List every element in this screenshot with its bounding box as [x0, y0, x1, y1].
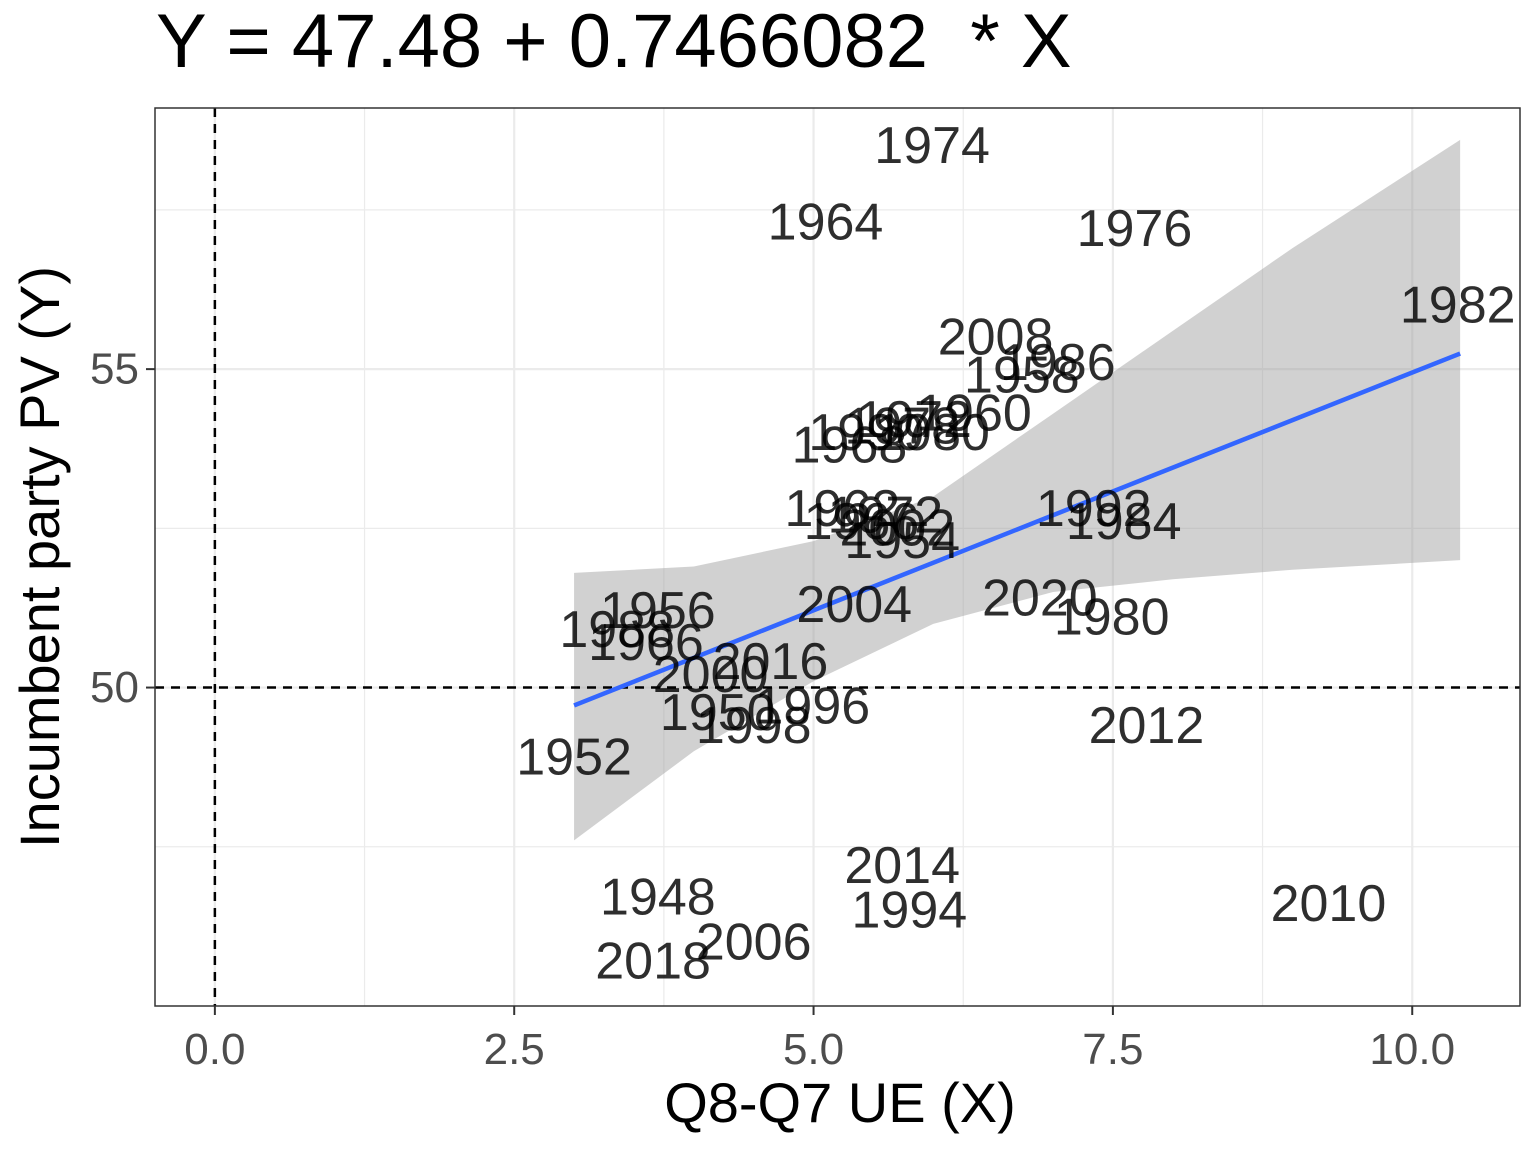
point-label: 2010	[1271, 875, 1387, 933]
point-label: 1978	[844, 397, 960, 455]
point-label: 1988	[559, 601, 675, 659]
x-tick-label: 2.5	[484, 1025, 545, 1074]
point-label: 1966	[804, 493, 920, 551]
point-label: 1968	[792, 417, 908, 475]
grid	[155, 108, 1520, 1006]
point-label: 1994	[851, 881, 967, 939]
point-label: 1972	[856, 391, 972, 449]
point-label: 1962	[784, 480, 900, 538]
point-label: 1950	[660, 684, 776, 742]
fit-line-group	[573, 351, 1461, 708]
point-label: 1982	[1400, 276, 1516, 334]
point-label: 1948	[600, 869, 716, 927]
plot-border	[154, 107, 1521, 1007]
point-label: 2016	[713, 633, 829, 691]
point-label: 1986	[1000, 334, 1116, 392]
point-label: 2008	[938, 308, 1054, 366]
y-tick-label: 50	[90, 663, 139, 712]
point-label: 2006	[696, 913, 812, 971]
reference-lines	[155, 108, 1520, 1006]
point-label: 1980	[874, 404, 990, 462]
point-label: 1966	[588, 614, 704, 672]
point-label: 1956	[600, 582, 716, 640]
point-label: 2000	[653, 646, 769, 704]
chart-title: Y = 47.48 + 0.7466082 * X	[156, 0, 1072, 84]
point-label: 2014	[844, 837, 960, 895]
point-label: 1964	[768, 194, 884, 252]
point-label: 1958	[964, 346, 1080, 404]
point-label: 1984	[1066, 493, 1182, 551]
y-tick-label: 55	[90, 345, 139, 394]
x-tick-label: 0.0	[184, 1025, 245, 1074]
point-label: 1992	[1036, 480, 1152, 538]
confidence-band	[574, 139, 1461, 841]
point-label: 2002	[840, 499, 956, 557]
x-tick-label: 5.0	[783, 1025, 844, 1074]
point-label: 1960	[916, 385, 1032, 443]
point-label: 2018	[595, 932, 711, 990]
point-label: 1996	[755, 678, 871, 736]
point-label: 1954	[844, 512, 960, 570]
point-label: 1980	[1054, 589, 1170, 647]
x-axis-label: Q8-Q7 UE (X)	[664, 1071, 1016, 1134]
point-label: 1974	[874, 117, 990, 175]
point-label: 2004	[796, 576, 912, 634]
point-label: 2012	[1089, 697, 1205, 755]
point-label: 1976	[1077, 200, 1193, 258]
fit-line	[573, 351, 1461, 708]
y-axis-ticks: 50 55	[90, 345, 155, 712]
point-label: 1990	[808, 404, 924, 462]
x-tick-label: 7.5	[1082, 1025, 1143, 1074]
point-label: 2020	[982, 569, 1098, 627]
x-tick-label: 10.0	[1369, 1025, 1455, 1074]
confidence-band-area	[574, 139, 1461, 841]
y-axis-label: Incumbent party PV (Y)	[8, 265, 71, 849]
plot-background	[155, 108, 1520, 1006]
x-axis-ticks: 0.0 2.5 5.0 7.5 10.0	[184, 1006, 1455, 1074]
point-label: 1972	[828, 487, 944, 545]
point-label: 1952	[516, 729, 632, 787]
point-label: 1998	[696, 697, 812, 755]
